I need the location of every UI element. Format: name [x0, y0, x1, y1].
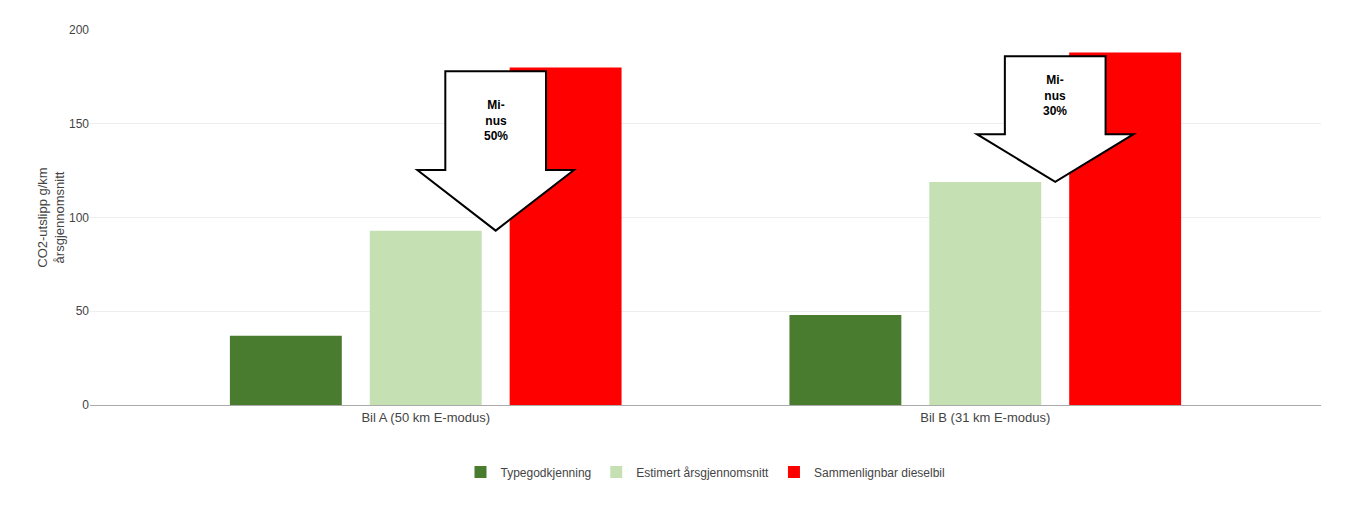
svg-text:Bil B (31 km E-modus): Bil B (31 km E-modus)	[920, 410, 1050, 425]
svg-text:200: 200	[69, 23, 89, 37]
svg-text:Bil A (50 km E-modus): Bil A (50 km E-modus)	[361, 410, 490, 425]
svg-text:Estimert årsgjennomsnitt: Estimert årsgjennomsnitt	[636, 466, 769, 480]
svg-text:50: 50	[76, 304, 90, 318]
svg-text:CO2-utslipp g/kmårsgjennomsnit: CO2-utslipp g/kmårsgjennomsnitt	[35, 167, 67, 267]
svg-text:150: 150	[69, 117, 89, 131]
svg-text:Sammenlignbar dieselbil: Sammenlignbar dieselbil	[814, 466, 945, 480]
svg-text:Mi-nus50%: Mi-nus50%	[484, 98, 508, 143]
svg-text:Mi-nus30%: Mi-nus30%	[1043, 73, 1067, 118]
svg-text:100: 100	[69, 211, 89, 225]
svg-text:Typegodkjenning: Typegodkjenning	[501, 466, 592, 480]
svg-text:0: 0	[82, 398, 89, 412]
